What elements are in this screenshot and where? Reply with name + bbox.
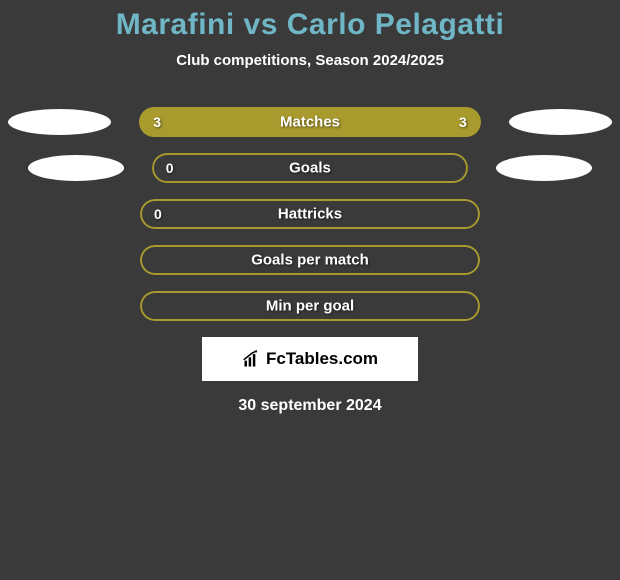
stat-bar: 3 3 Matches [139,107,481,137]
stat-value-left: 0 [154,206,162,222]
stat-bar: Goals per match [140,245,480,275]
logo: FcTables.com [242,349,378,369]
stat-label: Matches [280,114,340,131]
stat-rows: 3 3 Matches 0 Goals 0 Hattricks Goals per match… [0,107,620,321]
logo-text: FcTables.com [266,349,378,369]
stat-value-left: 0 [166,160,174,176]
stat-bar: 0 Hattricks [140,199,480,229]
stat-label: Min per goal [266,298,354,315]
stat-value-right: 3 [459,114,467,130]
player-right-marker [496,155,592,181]
subtitle: Club competitions, Season 2024/2025 [0,52,620,69]
stat-row: Goals per match [0,245,620,275]
player-left-marker [8,109,111,135]
comparison-infographic: Marafini vs Carlo Pelagatti Club competi… [0,0,620,415]
stat-row: 3 3 Matches [0,107,620,137]
player-left-marker [28,155,124,181]
player-right-marker [509,109,612,135]
stat-label: Goals [289,160,331,177]
date-text: 30 september 2024 [0,397,620,415]
stat-row: Min per goal [0,291,620,321]
stat-bar: Min per goal [140,291,480,321]
stat-row: 0 Hattricks [0,199,620,229]
stat-label: Goals per match [251,252,369,269]
stat-row: 0 Goals [0,153,620,183]
stat-bar: 0 Goals [152,153,469,183]
logo-box: FcTables.com [202,337,418,381]
chart-icon [242,349,262,369]
stat-label: Hattricks [278,206,342,223]
stat-value-left: 3 [153,114,161,130]
page-title: Marafini vs Carlo Pelagatti [0,8,620,42]
